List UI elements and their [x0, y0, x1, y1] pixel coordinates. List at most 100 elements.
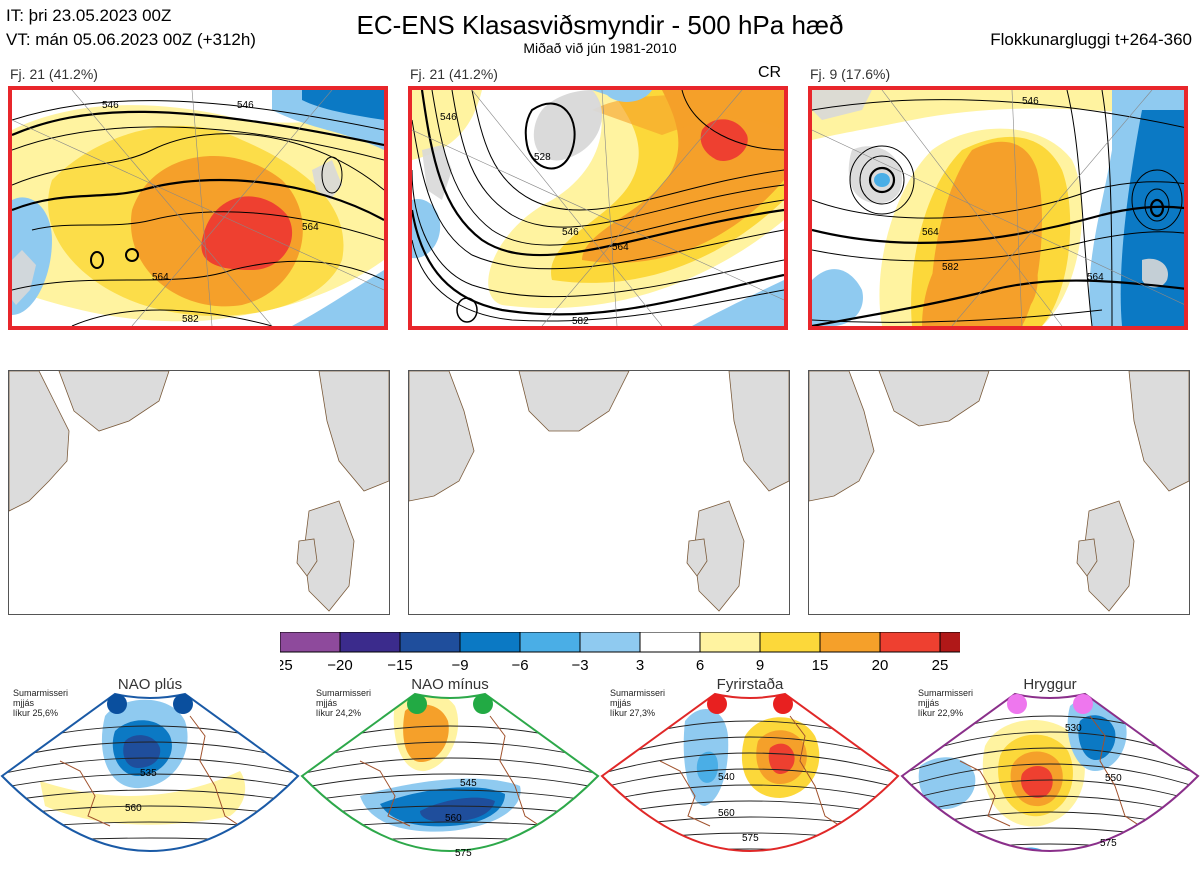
colorbar-tick-label: 3 [636, 657, 644, 674]
regime-marker-dot [107, 694, 127, 714]
regime-anomaly-area [1020, 766, 1053, 798]
regime-anomaly-area [1078, 715, 1116, 761]
colorbar-tick-label: 20 [872, 657, 889, 674]
regime-marker-dot [707, 694, 727, 714]
regime-isoline-label: 540 [718, 772, 735, 783]
regime-contour [302, 789, 598, 803]
regime-nao-minus: Sumarmisseri mjjás líkur 24,2% NAO mínus 545… [300, 676, 600, 871]
regime-frame [0, 692, 300, 852]
regime-isoline-label: 575 [455, 848, 472, 859]
regime-frame [900, 692, 1200, 852]
colorbar-segment [819, 632, 881, 653]
regime-contour [902, 763, 1198, 789]
cluster-3-isoline-label: 546 [1022, 96, 1039, 107]
regime-marker-dot [473, 694, 493, 714]
regime-marker-dot [407, 694, 427, 714]
regime-anomaly-area [123, 735, 161, 768]
regime-coastline [59, 760, 111, 827]
regime-season: Sumarmisseri [13, 688, 69, 698]
regime-contour [602, 848, 898, 851]
regime-contour [2, 757, 298, 775]
chart-subtitle: Miðað við jún 1981-2010 [523, 40, 677, 56]
regime-contour [2, 789, 298, 803]
colorbar-tick-label: −25 [280, 657, 293, 674]
cluster-1-label: Fj. 21 (41.2%) [10, 66, 98, 82]
regime-smoothing: mjjás [610, 698, 632, 708]
regime-frame [600, 692, 900, 852]
colorbar: −25 −20 −15 −9 −6 −3 3 6 9 15 20 25 [280, 632, 960, 674]
cluster-2-cr-badge: CR [758, 64, 782, 81]
regime-smoothing: mjjás [13, 698, 35, 708]
regime-meta: Sumarmisseri mjjás líkur 27,3% [610, 688, 665, 718]
colorbar-segment [939, 632, 960, 653]
regime-smoothing: mjjás [316, 698, 338, 708]
regime-isoline-label: 550 [1105, 773, 1122, 784]
colorbar-segment [519, 632, 581, 653]
cluster-2-map: 546 528 564 546 582 [408, 86, 788, 330]
regime-isoline-label: 560 [718, 808, 735, 819]
regime-contour [902, 747, 1198, 775]
regime-contour [902, 779, 1198, 803]
colorbar-tick-label: 9 [756, 657, 764, 674]
colorbar-tick-label: −9 [451, 657, 468, 674]
regime-season: Sumarmisseri [918, 688, 974, 698]
colorbar-segment [699, 632, 761, 653]
regime-blocking: Sumarmisseri mjjás líkur 27,3% Fyrirstaða 54… [600, 676, 900, 871]
cluster-2-isoline-label: 546 [440, 112, 457, 123]
cluster-1-map: 546 546 564 564 582 [8, 86, 388, 330]
regime-map: 540 560 575 [600, 692, 900, 852]
cluster-3-map: 546 564 582 564 [808, 86, 1188, 330]
regime-ridge: Sumarmisseri mjjás líkur 22,9% Hryggur 530 55… [900, 676, 1200, 871]
regime-meta: Sumarmisseri mjjás líkur 24,2% [316, 688, 371, 718]
regime-season: Sumarmisseri [610, 688, 666, 698]
valid-time: VT: mán 05.06.2023 00Z (+312h) [6, 30, 256, 49]
colorbar-tick-label: −15 [387, 657, 412, 674]
regime-anomaly-area [403, 704, 449, 763]
regime-marker-dot [173, 694, 193, 714]
cluster-2-isoline-label: 582 [572, 316, 589, 326]
regime-anomaly-area [768, 743, 795, 774]
regime-contour [300, 854, 600, 858]
regime-probability: líkur 24,2% [316, 708, 362, 718]
regime-marker-dot [773, 694, 793, 714]
regime-contour [602, 768, 898, 789]
cluster-2-isoline-label: 564 [612, 242, 629, 253]
regime-contour [0, 854, 300, 858]
regime-map: 535 560 [0, 692, 300, 858]
regime-title: NAO plús [117, 676, 183, 693]
cluster-2-isoline-label: 546 [562, 227, 579, 238]
cluster-3-isoline-label: 564 [1087, 272, 1104, 283]
regime-contour [902, 795, 1198, 817]
regime-isoline-label: 575 [1100, 838, 1117, 849]
regime-title: NAO mínus [411, 676, 489, 693]
empty-map-panel [808, 370, 1190, 615]
colorbar-tick-label: −20 [327, 657, 352, 674]
colorbar-segment [759, 632, 821, 653]
cluster-window-label: Flokkunargluggi t+264-360 [990, 30, 1192, 49]
colorbar-segment [459, 632, 521, 653]
regime-probability: líkur 27,3% [610, 708, 656, 718]
cluster-1-isoline-label: 564 [152, 272, 169, 283]
regime-probability: líkur 25,6% [13, 708, 59, 718]
empty-map-panel [8, 370, 390, 615]
colorbar-tick-label: 15 [812, 657, 829, 674]
regime-isoline-label: 535 [140, 768, 157, 779]
regime-isoline-label: 560 [445, 813, 462, 824]
regime-map: 545 560 575 [300, 692, 600, 859]
regime-coastline [959, 760, 1011, 827]
regime-marker-dot [1073, 694, 1093, 714]
regime-title: Fyrirstaða [716, 676, 784, 693]
cluster-2-isoline-label: 528 [534, 152, 551, 163]
regime-meta: Sumarmisseri mjjás líkur 25,6% [13, 688, 68, 718]
regime-probability: líkur 22,9% [918, 708, 964, 718]
regime-map: 530 550 575 [900, 692, 1200, 852]
cluster-3-isoline-label: 582 [942, 262, 959, 273]
regime-anomaly-area [696, 751, 718, 783]
regime-season: Sumarmisseri [316, 688, 372, 698]
cluster-1-isoline-label: 564 [302, 222, 319, 233]
regime-isoline-label: 545 [460, 778, 477, 789]
regime-isoline-label: 575 [742, 833, 759, 844]
regime-meta: Sumarmisseri mjjás líkur 22,9% [918, 688, 973, 718]
colorbar-segment [280, 632, 341, 653]
regime-contour [2, 773, 298, 789]
